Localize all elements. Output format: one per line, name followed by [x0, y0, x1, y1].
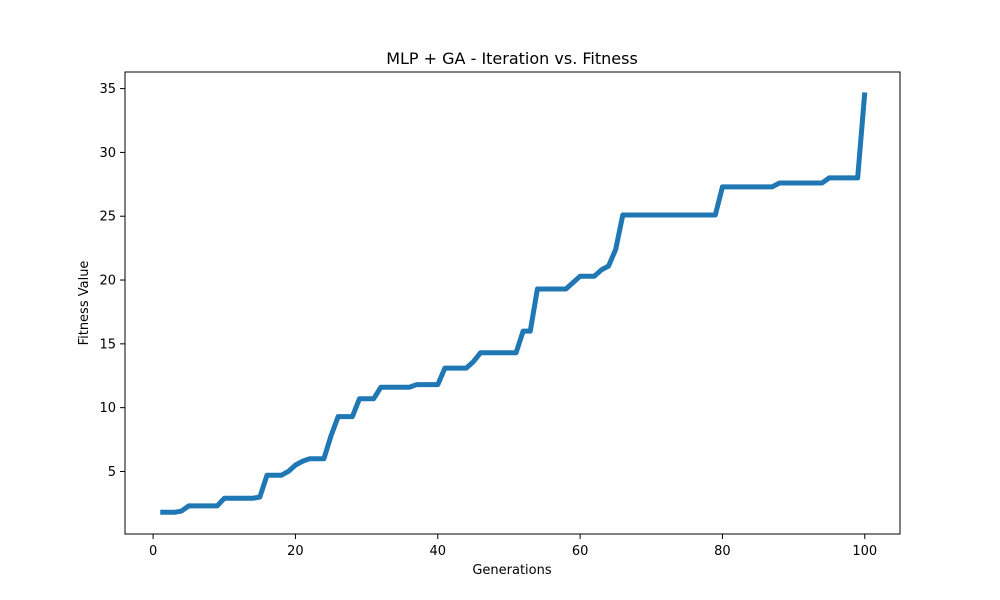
y-tick-label: 15 — [99, 337, 116, 352]
x-tick-label: 60 — [572, 544, 589, 559]
fitness-series-line — [160, 92, 868, 515]
x-tick-label: 20 — [287, 544, 304, 559]
x-axis-label: Generations — [472, 563, 552, 578]
y-tick-label: 10 — [99, 401, 116, 416]
y-axis-label: Fitness Value — [77, 261, 92, 346]
x-tick-label: 80 — [714, 544, 731, 559]
chart-title: MLP + GA - Iteration vs. Fitness — [386, 49, 638, 68]
plot-area-frame — [124, 71, 901, 535]
y-axis-ticks: 5 10 15 20 25 30 35 — [99, 82, 125, 480]
y-tick-label: 5 — [108, 465, 116, 480]
y-tick-label: 35 — [99, 82, 116, 97]
x-tick-label: 40 — [430, 544, 447, 559]
y-tick-label: 20 — [99, 274, 116, 289]
x-tick-label: 100 — [852, 544, 877, 559]
x-tick-label: 0 — [149, 544, 157, 559]
x-axis-ticks: 0 20 40 60 80 100 — [149, 534, 877, 559]
y-tick-label: 25 — [99, 210, 116, 225]
y-tick-label: 30 — [99, 146, 116, 161]
